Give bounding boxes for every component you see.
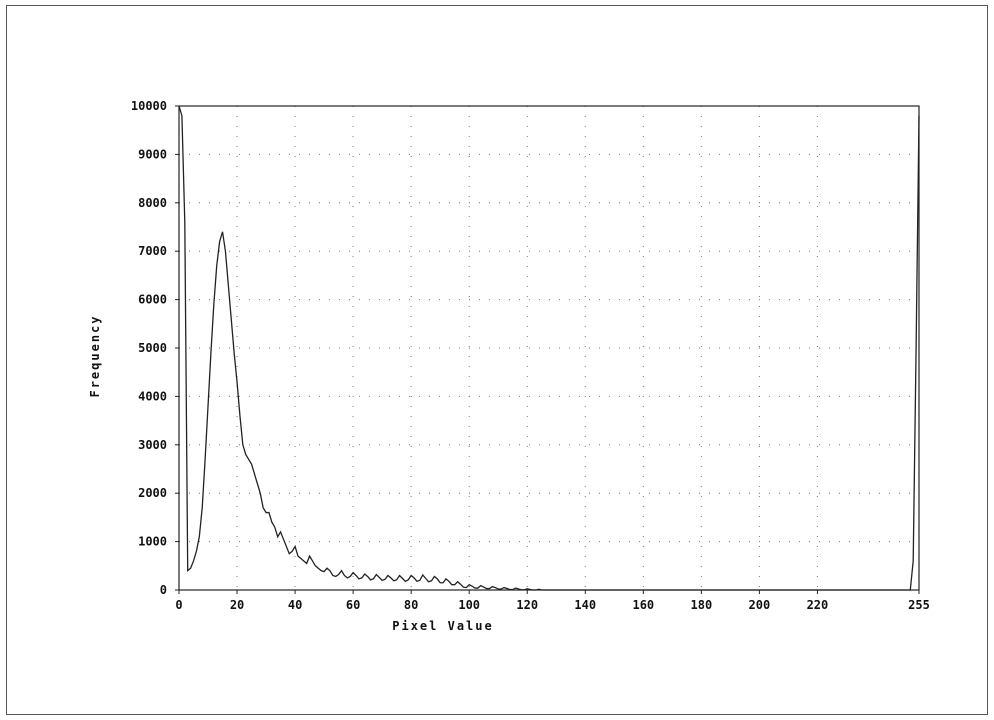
y-tick-label: 10000 bbox=[131, 99, 167, 113]
x-tick-label: 180 bbox=[691, 598, 713, 612]
x-tick-label: 60 bbox=[346, 598, 360, 612]
y-tick-label: 1000 bbox=[138, 535, 167, 549]
x-tick-label: 40 bbox=[288, 598, 302, 612]
x-tick-label: 200 bbox=[749, 598, 771, 612]
x-tick-label: 100 bbox=[458, 598, 480, 612]
y-tick-label: 9000 bbox=[138, 147, 167, 161]
x-tick-label: 120 bbox=[516, 598, 538, 612]
y-tick-label: 5000 bbox=[138, 341, 167, 355]
x-tick-label: 160 bbox=[632, 598, 654, 612]
histogram-chart: 0100020003000400050006000700080009000100… bbox=[88, 99, 930, 633]
y-tick-label: 8000 bbox=[138, 196, 167, 210]
x-tick-label: 255 bbox=[908, 598, 930, 612]
x-tick-label: 20 bbox=[230, 598, 244, 612]
x-tick-label: 140 bbox=[574, 598, 596, 612]
x-tick-label: 0 bbox=[175, 598, 182, 612]
histogram-line bbox=[178, 105, 920, 591]
x-axis-label: Pixel Value bbox=[392, 619, 493, 633]
y-tick-label: 7000 bbox=[138, 244, 167, 258]
y-tick-label: 2000 bbox=[138, 486, 167, 500]
y-tick-label: 6000 bbox=[138, 293, 167, 307]
y-tick-label: 0 bbox=[160, 583, 167, 597]
grid bbox=[179, 106, 919, 590]
x-tick-label: 220 bbox=[807, 598, 829, 612]
figure-frame: 0 1000 2000 3000 4000 5000 6000 7000 8000 9000 100… bbox=[6, 5, 988, 715]
y-tick-label: 4000 bbox=[138, 389, 167, 403]
y-tick-label: 3000 bbox=[138, 438, 167, 452]
y-axis-label: Frequency bbox=[88, 314, 102, 397]
x-tick-labels: 0 20 40 60 80 100 120 140 160 180 200 220 255 bbox=[175, 590, 930, 612]
y-tick-labels: 0 1000 2000 3000 4000 5000 6000 7000 8000 9000 100… bbox=[131, 99, 179, 597]
x-tick-label: 80 bbox=[404, 598, 418, 612]
